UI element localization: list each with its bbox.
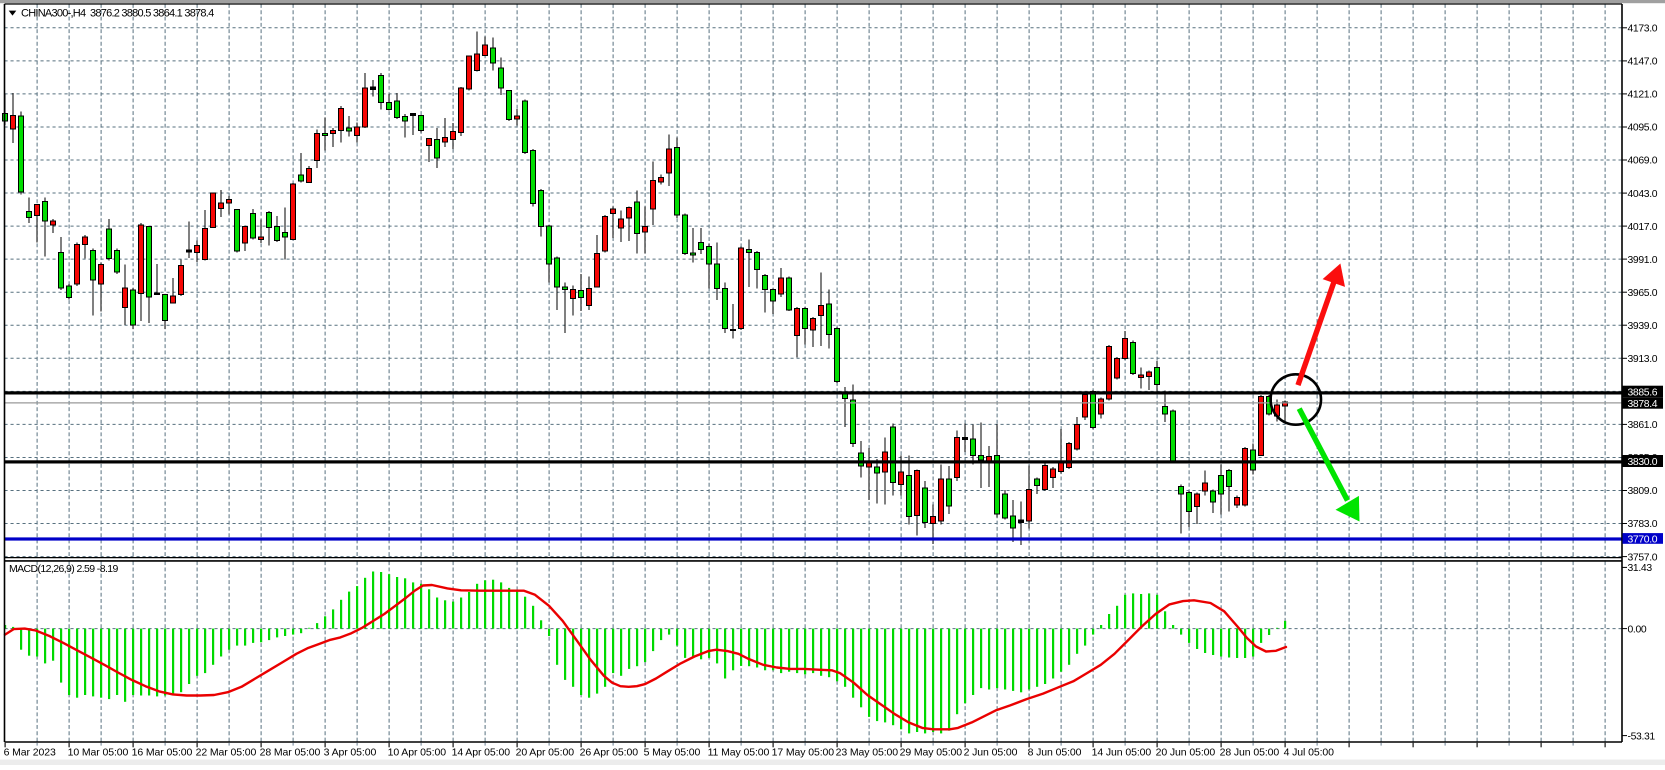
- svg-text:3878.4: 3878.4: [1628, 399, 1658, 410]
- svg-text:3783.0: 3783.0: [1628, 519, 1658, 530]
- svg-text:4121.0: 4121.0: [1628, 90, 1658, 101]
- svg-text:3991.0: 3991.0: [1628, 255, 1658, 266]
- svg-text:11 May 05:00: 11 May 05:00: [708, 747, 770, 759]
- svg-text:3861.0: 3861.0: [1628, 420, 1658, 431]
- svg-text:-53.31: -53.31: [1628, 731, 1656, 742]
- svg-text:14 Apr 05:00: 14 Apr 05:00: [452, 747, 511, 759]
- svg-text:MACD(12,26,9) 2.59 -8.19: MACD(12,26,9) 2.59 -8.19: [9, 563, 119, 575]
- svg-text:3809.0: 3809.0: [1628, 486, 1658, 497]
- svg-text:4017.0: 4017.0: [1628, 222, 1658, 233]
- svg-text:4147.0: 4147.0: [1628, 57, 1658, 68]
- svg-text:3885.6: 3885.6: [1628, 387, 1658, 398]
- svg-text:8 Jun 05:00: 8 Jun 05:00: [1028, 747, 1082, 759]
- svg-text:20 Jun 05:00: 20 Jun 05:00: [1156, 747, 1216, 759]
- svg-text:3939.0: 3939.0: [1628, 321, 1658, 332]
- svg-text:0.00: 0.00: [1628, 624, 1647, 635]
- svg-text:5 May 05:00: 5 May 05:00: [644, 747, 701, 759]
- svg-text:2 Jun 05:00: 2 Jun 05:00: [964, 747, 1018, 759]
- svg-text:3770.0: 3770.0: [1628, 534, 1658, 545]
- svg-text:28 Jun 05:00: 28 Jun 05:00: [1220, 747, 1280, 759]
- svg-text:6 Mar 2023: 6 Mar 2023: [4, 747, 56, 759]
- svg-text:4 Jul 05:00: 4 Jul 05:00: [1284, 747, 1335, 759]
- svg-text:3965.0: 3965.0: [1628, 288, 1658, 299]
- svg-text:4069.0: 4069.0: [1628, 156, 1658, 167]
- svg-text:10 Apr 05:00: 10 Apr 05:00: [388, 747, 447, 759]
- svg-text:4095.0: 4095.0: [1628, 123, 1658, 134]
- svg-text:22 Mar 05:00: 22 Mar 05:00: [196, 747, 257, 759]
- svg-text:3830.0: 3830.0: [1628, 457, 1658, 468]
- svg-text:3 Apr 05:00: 3 Apr 05:00: [324, 747, 377, 759]
- svg-text:3757.0: 3757.0: [1628, 552, 1658, 563]
- svg-text:23 May 05:00: 23 May 05:00: [836, 747, 899, 759]
- svg-text:10 Mar 05:00: 10 Mar 05:00: [68, 747, 129, 759]
- svg-text:26 Apr 05:00: 26 Apr 05:00: [580, 747, 639, 759]
- svg-text:20 Apr 05:00: 20 Apr 05:00: [516, 747, 575, 759]
- svg-text:17 May 05:00: 17 May 05:00: [772, 747, 835, 759]
- svg-text:31.43: 31.43: [1628, 563, 1653, 574]
- svg-text:4043.0: 4043.0: [1628, 189, 1658, 200]
- svg-text:16 Mar 05:00: 16 Mar 05:00: [132, 747, 193, 759]
- svg-text:3913.0: 3913.0: [1628, 354, 1658, 365]
- svg-text:4173.0: 4173.0: [1628, 24, 1658, 35]
- svg-text:CHINA300-,H4 3876.2 3880.5 38: CHINA300-,H4 3876.2 3880.5 3864.1 3878.4: [21, 8, 214, 20]
- svg-text:28 Mar 05:00: 28 Mar 05:00: [260, 747, 321, 759]
- svg-text:29 May 05:00: 29 May 05:00: [900, 747, 963, 759]
- svg-text:14 Jun 05:00: 14 Jun 05:00: [1092, 747, 1152, 759]
